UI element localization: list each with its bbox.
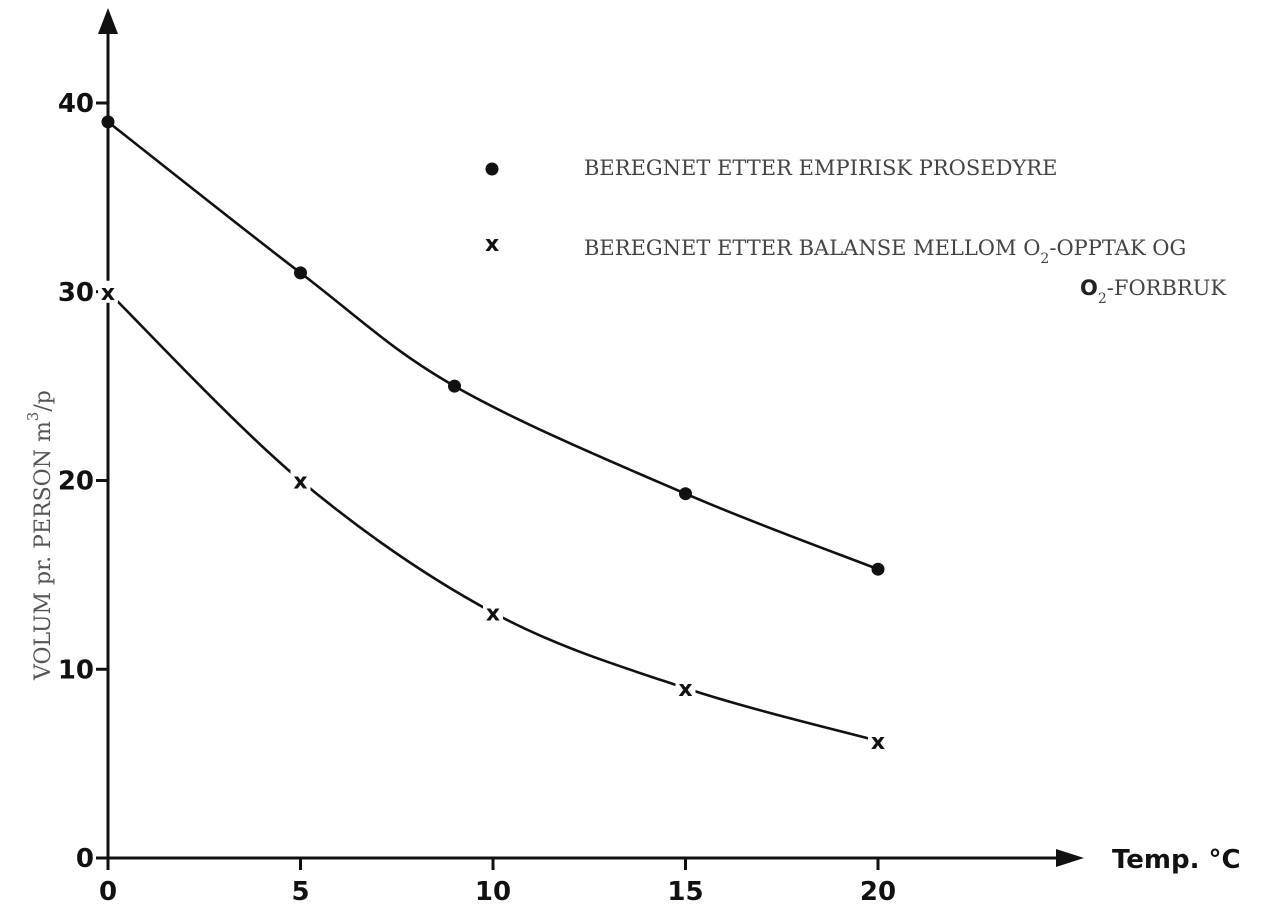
marker-gap	[98, 280, 118, 303]
legend-item-balanse-line2: O2-FORBRUK	[1080, 276, 1226, 307]
y-tick-label: 40	[58, 89, 94, 119]
y-tick-label: 30	[58, 278, 94, 308]
y-tick-label: 10	[58, 655, 94, 685]
series-line-0	[107, 120, 879, 571]
y-axis-label-sup: 3	[24, 412, 42, 422]
marker-gap	[483, 601, 503, 624]
legend-balanse-part2: -OPPTAK OG	[1049, 236, 1186, 260]
data-point-cross: x	[678, 677, 692, 702]
y-axis-title: VOLUM pr. PERSON m3/p	[24, 390, 56, 681]
y-axis-label-unit: /p	[31, 390, 56, 412]
legend-item-balanse-line1: BEREGNET ETTER BALANSE MELLOM O2-OPPTAK …	[584, 236, 1186, 267]
legend-balanse-rest: -FORBRUK	[1107, 276, 1227, 300]
y-axis-label-text: VOLUM pr. PERSON m	[31, 421, 56, 681]
x-tick-label: 10	[475, 877, 511, 905]
data-point-dot	[679, 487, 692, 501]
series-line-1	[107, 290, 879, 743]
marker-gap	[290, 469, 311, 492]
legend-dot-marker	[485, 162, 499, 176]
data-point-dot	[294, 266, 307, 280]
legend-balanse-sub2: 2	[1098, 291, 1107, 307]
x-axis-label: Temp. °C	[1112, 845, 1241, 875]
data-point-cross: x	[101, 281, 115, 306]
data-point-cross: x	[871, 730, 885, 755]
legend-item-empirisk: BEREGNET ETTER EMPIRISK PROSEDYRE	[584, 156, 1057, 180]
x-axis-arrow-icon	[1056, 849, 1084, 867]
y-axis-arrow-icon	[98, 8, 118, 34]
y-tick-label: 20	[58, 467, 94, 497]
series-layer: x x x x x	[98, 115, 888, 755]
x-tick-label: 5	[291, 877, 309, 905]
marker-gap	[868, 729, 888, 752]
y-tick-label: 0	[76, 844, 94, 874]
x-ticks: 0 5 10 15 20	[99, 858, 896, 905]
legend-balanse-sub1: 2	[1040, 251, 1049, 267]
legend-balanse-part1: BEREGNET ETTER BALANSE MELLOM O	[584, 236, 1040, 260]
marker-gap	[675, 677, 696, 700]
data-point-cross: x	[486, 602, 500, 627]
y-axis-label: VOLUM pr. PERSON m3/p	[24, 390, 56, 681]
legend-cross-marker: x	[485, 232, 499, 257]
data-point-dot	[101, 115, 115, 129]
data-point-dot	[871, 562, 885, 576]
x-tick-label: 15	[667, 877, 703, 905]
x-tick-label: 0	[99, 877, 117, 905]
legend-balanse-o: O	[1080, 276, 1098, 300]
x-tick-label: 20	[860, 877, 896, 905]
y-ticks: 0 10 20 30 40	[58, 89, 108, 874]
data-point-dot	[448, 379, 461, 393]
legend: BEREGNET ETTER EMPIRISK PROSEDYRE x BERE…	[485, 156, 1226, 307]
data-point-cross: x	[293, 470, 307, 495]
x-axis	[108, 849, 1084, 867]
y-axis	[98, 8, 118, 858]
